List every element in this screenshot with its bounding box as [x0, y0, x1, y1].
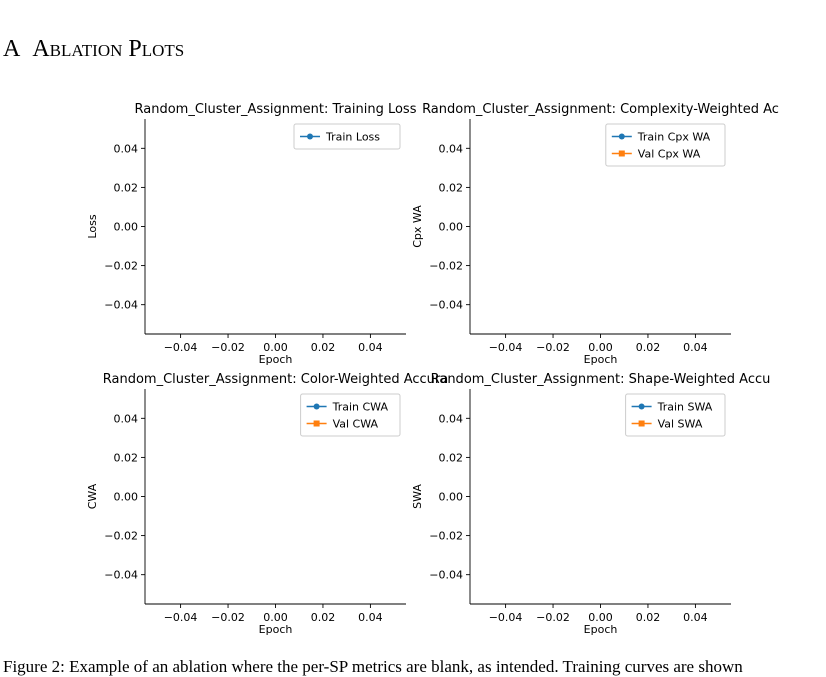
y-tick-label: 0.02: [439, 181, 464, 194]
x-tick-label: 0.02: [311, 611, 336, 624]
chart-title: Random_Cluster_Assignment: Shape-Weighte…: [431, 372, 771, 387]
x-tick-label: −0.04: [164, 611, 198, 624]
legend: Train Loss: [293, 123, 401, 150]
legend: Train Cpx WA Val Cpx WA: [605, 123, 726, 167]
y-tick-label: −0.02: [104, 260, 138, 273]
legend-frame: [293, 123, 401, 150]
x-tick-label: 0.00: [588, 341, 613, 354]
legend-frame: [625, 393, 726, 437]
y-tick-label: −0.04: [429, 299, 463, 312]
legend-entry-label: Train SWA: [657, 401, 713, 414]
x-axis-label: Epoch: [584, 623, 618, 636]
x-tick-label: 0.02: [311, 341, 336, 354]
legend-entry-label: Val Cpx WA: [638, 148, 701, 161]
section-heading: A Ablation Plots: [3, 36, 184, 63]
x-tick-label: 0.00: [263, 611, 288, 624]
y-tick-label: 0.00: [439, 491, 464, 504]
y-tick-label: −0.02: [429, 530, 463, 543]
y-tick-label: −0.04: [429, 569, 463, 582]
y-tick-label: −0.04: [104, 569, 138, 582]
x-tick-label: −0.04: [489, 611, 523, 624]
x-tick-label: −0.04: [489, 341, 523, 354]
y-axis-label: Loss: [86, 214, 99, 238]
x-axis-label: Epoch: [259, 623, 293, 636]
y-tick-label: 0.04: [439, 142, 464, 155]
legend-square-marker: [313, 420, 320, 427]
x-tick-label: −0.02: [536, 611, 570, 624]
x-tick-label: −0.02: [211, 611, 245, 624]
x-tick-label: 0.00: [588, 611, 613, 624]
y-axis-label: Cpx WA: [411, 205, 424, 248]
y-tick-label: 0.02: [114, 181, 139, 194]
y-tick-label: 0.00: [114, 221, 139, 234]
x-tick-label: 0.04: [683, 611, 708, 624]
section-title: Ablation Plots: [32, 36, 185, 62]
x-tick-label: −0.04: [164, 341, 198, 354]
y-tick-label: 0.02: [439, 451, 464, 464]
legend-entry-label: Val CWA: [333, 418, 379, 431]
legend-frame: [605, 123, 726, 167]
legend-square-marker: [618, 150, 625, 157]
x-tick-label: 0.00: [263, 341, 288, 354]
x-tick-label: 0.04: [358, 341, 383, 354]
y-tick-label: 0.02: [114, 451, 139, 464]
x-axis-label: Epoch: [259, 353, 293, 366]
chart-panel-2: Random_Cluster_Assignment: Complexity-We…: [411, 102, 779, 366]
chart-title: Random_Cluster_Assignment: Color-Weighte…: [103, 372, 448, 387]
chart-panel-3: Random_Cluster_Assignment: Color-Weighte…: [86, 372, 448, 636]
legend-frame: [300, 393, 401, 437]
legend-circle-marker: [618, 133, 625, 140]
y-tick-label: 0.00: [439, 221, 464, 234]
x-tick-label: 0.02: [636, 611, 661, 624]
x-tick-label: −0.02: [536, 341, 570, 354]
legend-square-marker: [638, 420, 645, 427]
y-axis-label: SWA: [411, 484, 424, 509]
legend-entry-label: Train CWA: [332, 401, 389, 414]
legend-circle-marker: [638, 403, 645, 410]
legend-circle-marker: [307, 133, 313, 140]
chart-panel-1: Random_Cluster_Assignment: Training Loss…: [86, 102, 417, 366]
x-axis-label: Epoch: [584, 353, 618, 366]
chart-panel-4: Random_Cluster_Assignment: Shape-Weighte…: [411, 372, 770, 636]
legend-circle-marker: [313, 403, 320, 410]
x-tick-label: 0.04: [358, 611, 383, 624]
x-tick-label: 0.02: [636, 341, 661, 354]
x-tick-label: 0.04: [683, 341, 708, 354]
y-tick-label: −0.04: [104, 299, 138, 312]
legend-entry-label: Train Cpx WA: [637, 131, 711, 144]
y-axis-label: CWA: [86, 483, 99, 509]
ablation-figure: Random_Cluster_Assignment: Training Loss…: [86, 102, 779, 636]
legend: Train SWA Val SWA: [625, 393, 726, 437]
x-tick-label: −0.02: [211, 341, 245, 354]
y-tick-label: 0.04: [114, 412, 139, 425]
y-tick-label: 0.04: [439, 412, 464, 425]
legend: Train CWA Val CWA: [300, 393, 401, 437]
chart-title: Random_Cluster_Assignment: Complexity-We…: [422, 102, 779, 117]
y-tick-label: 0.04: [114, 142, 139, 155]
figure-caption: Figure 2: Example of an ablation where t…: [3, 657, 743, 676]
section-number: A: [3, 36, 21, 62]
legend-entry-label: Train Loss: [325, 131, 380, 144]
chart-title: Random_Cluster_Assignment: Training Loss: [135, 102, 417, 117]
y-tick-label: −0.02: [429, 260, 463, 273]
y-tick-label: −0.02: [104, 530, 138, 543]
legend-entry-label: Val SWA: [658, 418, 703, 431]
y-tick-label: 0.00: [114, 491, 139, 504]
